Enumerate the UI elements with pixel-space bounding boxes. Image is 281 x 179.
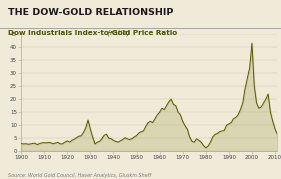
Text: THE DOW-GOLD RELATIONSHIP: THE DOW-GOLD RELATIONSHIP: [8, 8, 174, 17]
Text: Dow Industrials Index-to-Gold Price Ratio: Dow Industrials Index-to-Gold Price Rati…: [8, 30, 178, 36]
Text: Source: World Gold Council, Haver Analytics, Gluskin Sheff: Source: World Gold Council, Haver Analyt…: [8, 173, 151, 178]
Text: (ratio): (ratio): [105, 30, 130, 36]
